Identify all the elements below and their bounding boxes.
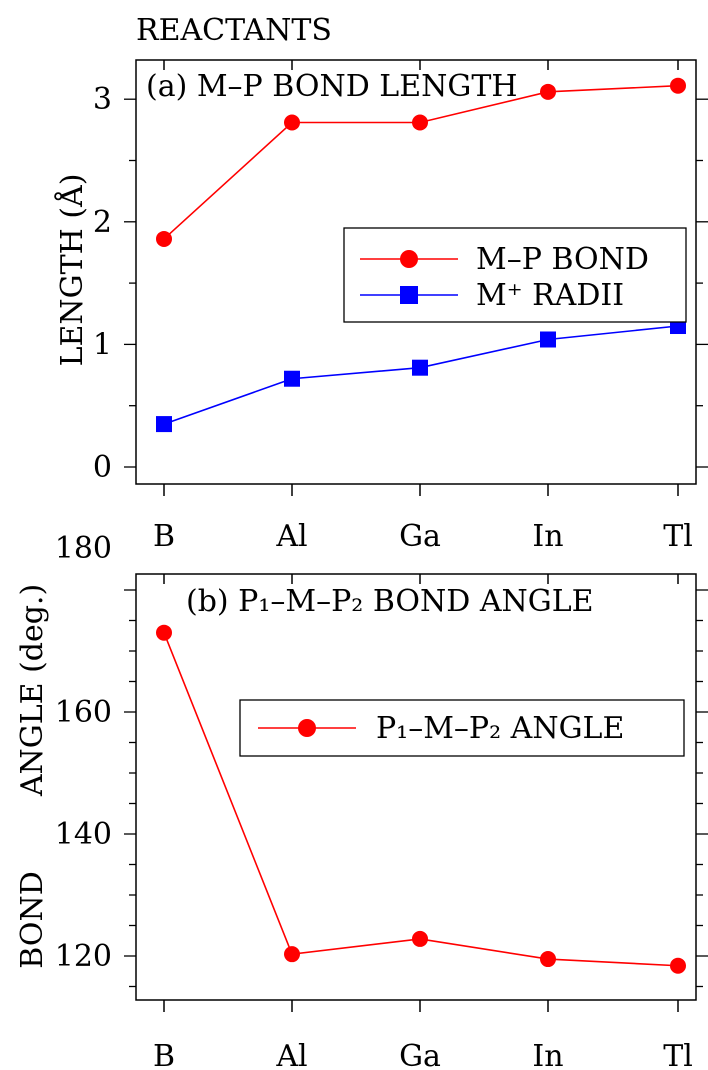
legend-box [343, 227, 687, 323]
reactants-label: REACTANTS [136, 13, 332, 48]
y-axis-label: BOND [15, 871, 50, 969]
chart-title: (a) M–P BOND LENGTH [146, 69, 518, 104]
y-tick-label: 3 [93, 82, 112, 117]
x-tick-label: Tl [663, 1039, 693, 1070]
y-tick-label: 140 [55, 817, 112, 852]
data-point [412, 114, 428, 131]
y-tick-label: 120 [55, 939, 112, 974]
plot-frame [135, 59, 697, 485]
y-tick-label: 180 [55, 531, 112, 566]
y-axis-label: ANGLE (deg.) [15, 584, 50, 797]
x-tick-label: B [153, 1039, 175, 1070]
y-tick-label: 0 [93, 450, 112, 485]
panel-b: B Al Ga In Tl 120 140 160 180 BOND ANGLE (deg.) (b)… [15, 531, 708, 1070]
x-tick-label: Al [275, 1039, 307, 1070]
x-tick-label: Tl [663, 519, 693, 554]
data-point [284, 370, 300, 387]
data-point [412, 930, 428, 947]
y-tick-label: 160 [55, 695, 112, 730]
legend-marker [400, 286, 418, 304]
chart-title: (b) P₁–M–P₂ BOND ANGLE [186, 584, 594, 619]
x-tick-label: In [532, 519, 563, 554]
data-point [540, 83, 556, 100]
data-point [670, 957, 686, 974]
legend-marker [400, 250, 418, 268]
data-point [284, 946, 300, 963]
legend-label: M–P BOND [476, 242, 649, 277]
data-point [670, 77, 686, 94]
x-tick-label: Al [275, 519, 307, 554]
legend-label: M⁺ RADII [476, 278, 624, 313]
data-point [540, 951, 556, 968]
y-axis-label: LENGTH (Å) [54, 174, 90, 367]
data-point [156, 416, 172, 433]
data-point [156, 230, 172, 247]
series-line [163, 84, 679, 240]
y-tick-label: 1 [93, 327, 112, 362]
x-tick-label: B [153, 519, 175, 554]
series-line [163, 632, 679, 967]
legend-marker [298, 719, 316, 737]
data-point [412, 359, 428, 376]
x-tick-label: Ga [399, 1039, 441, 1070]
x-tick-label: Ga [399, 519, 441, 554]
data-point [284, 114, 300, 131]
x-tick-label: In [532, 1039, 563, 1070]
data-point [540, 331, 556, 348]
plot-frame [135, 573, 697, 1001]
legend-label: P₁–M–P₂ ANGLE [376, 711, 624, 746]
y-tick-label: 2 [93, 205, 112, 240]
panel-a: B Al Ga In Tl 0 1 2 3 LENGTH (Å) (a) M–P BOND LENG… [54, 59, 708, 554]
data-point [156, 624, 172, 641]
